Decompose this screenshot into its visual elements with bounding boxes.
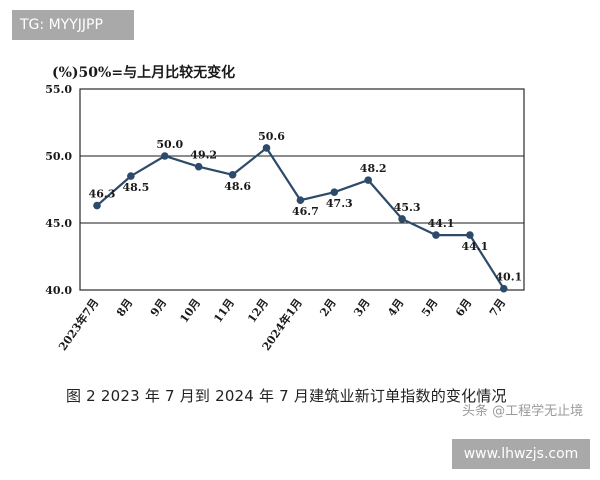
data-label: 44.1	[428, 217, 455, 230]
data-point	[398, 215, 406, 223]
figure-caption: 图 2 2023 年 7 月到 2024 年 7 月建筑业新订单指数的变化情况	[66, 387, 507, 405]
y-tick-label: 55.0	[45, 83, 72, 96]
data-label: 47.3	[326, 197, 353, 210]
data-label: 50.6	[258, 130, 285, 143]
data-label: 46.7	[292, 205, 319, 218]
x-tick-label: 7月	[487, 296, 508, 319]
x-tick-label: 6月	[453, 296, 474, 319]
data-point	[364, 176, 373, 184]
x-tick-label: 12月	[245, 296, 271, 325]
data-point	[127, 172, 135, 180]
data-label: 44.1	[462, 240, 489, 253]
x-tick-label: 2023年7月	[55, 296, 101, 353]
data-label: 48.5	[123, 181, 150, 194]
gridlines	[80, 155, 524, 224]
data-point	[228, 170, 237, 179]
x-tick-label: 11月	[211, 296, 237, 325]
series-points	[93, 144, 508, 293]
x-tick-label: 9月	[148, 296, 169, 319]
data-point	[500, 284, 508, 293]
y-axis-ticks: 40.0 45.0 50.0 55.0	[45, 83, 72, 297]
data-label: 50.0	[156, 138, 183, 151]
plot-frame	[79, 88, 525, 291]
x-tick-label: 4月	[385, 296, 406, 319]
y-tick-label: 40.0	[45, 284, 72, 297]
line-chart: 40.045.050.055.0 2023年7月 8月 9月 10月 11月 12月202…	[45, 83, 525, 353]
data-point	[93, 201, 101, 210]
data-label: 48.2	[360, 162, 387, 175]
x-tick-label: 3月	[351, 296, 372, 319]
data-point	[161, 152, 169, 160]
data-point	[296, 196, 305, 205]
y-tick-label: 45.0	[45, 217, 72, 230]
x-tick-label: 2月	[317, 296, 338, 319]
x-tick-label: 8月	[114, 296, 135, 319]
data-label: 45.3	[394, 201, 421, 214]
site-badge: www.lhwzjs.com	[452, 439, 590, 469]
data-label: 40.1	[495, 271, 522, 284]
data-label: 48.6	[224, 180, 251, 193]
data-point	[466, 231, 474, 239]
x-tick-label: 10月	[177, 296, 203, 325]
data-point	[432, 231, 440, 239]
y-tick-label: 50.0	[45, 150, 72, 163]
data-point	[194, 162, 203, 171]
data-label: 49.2	[190, 149, 217, 162]
watermark: 头条 @工程学无止境	[462, 404, 584, 419]
x-tick-label: 5月	[419, 296, 440, 319]
telegram-tag: TG: MYYJJPP	[12, 10, 134, 40]
data-labels: 46.3 48.5 50.0 49.2 48.6 50.6 46.7 47.3 48.2 45.3…	[89, 130, 523, 284]
data-point	[330, 188, 339, 196]
data-point	[262, 144, 271, 152]
data-label: 46.3	[89, 188, 116, 201]
chart-title: (%)50%=与上月比较无变化	[52, 65, 236, 81]
